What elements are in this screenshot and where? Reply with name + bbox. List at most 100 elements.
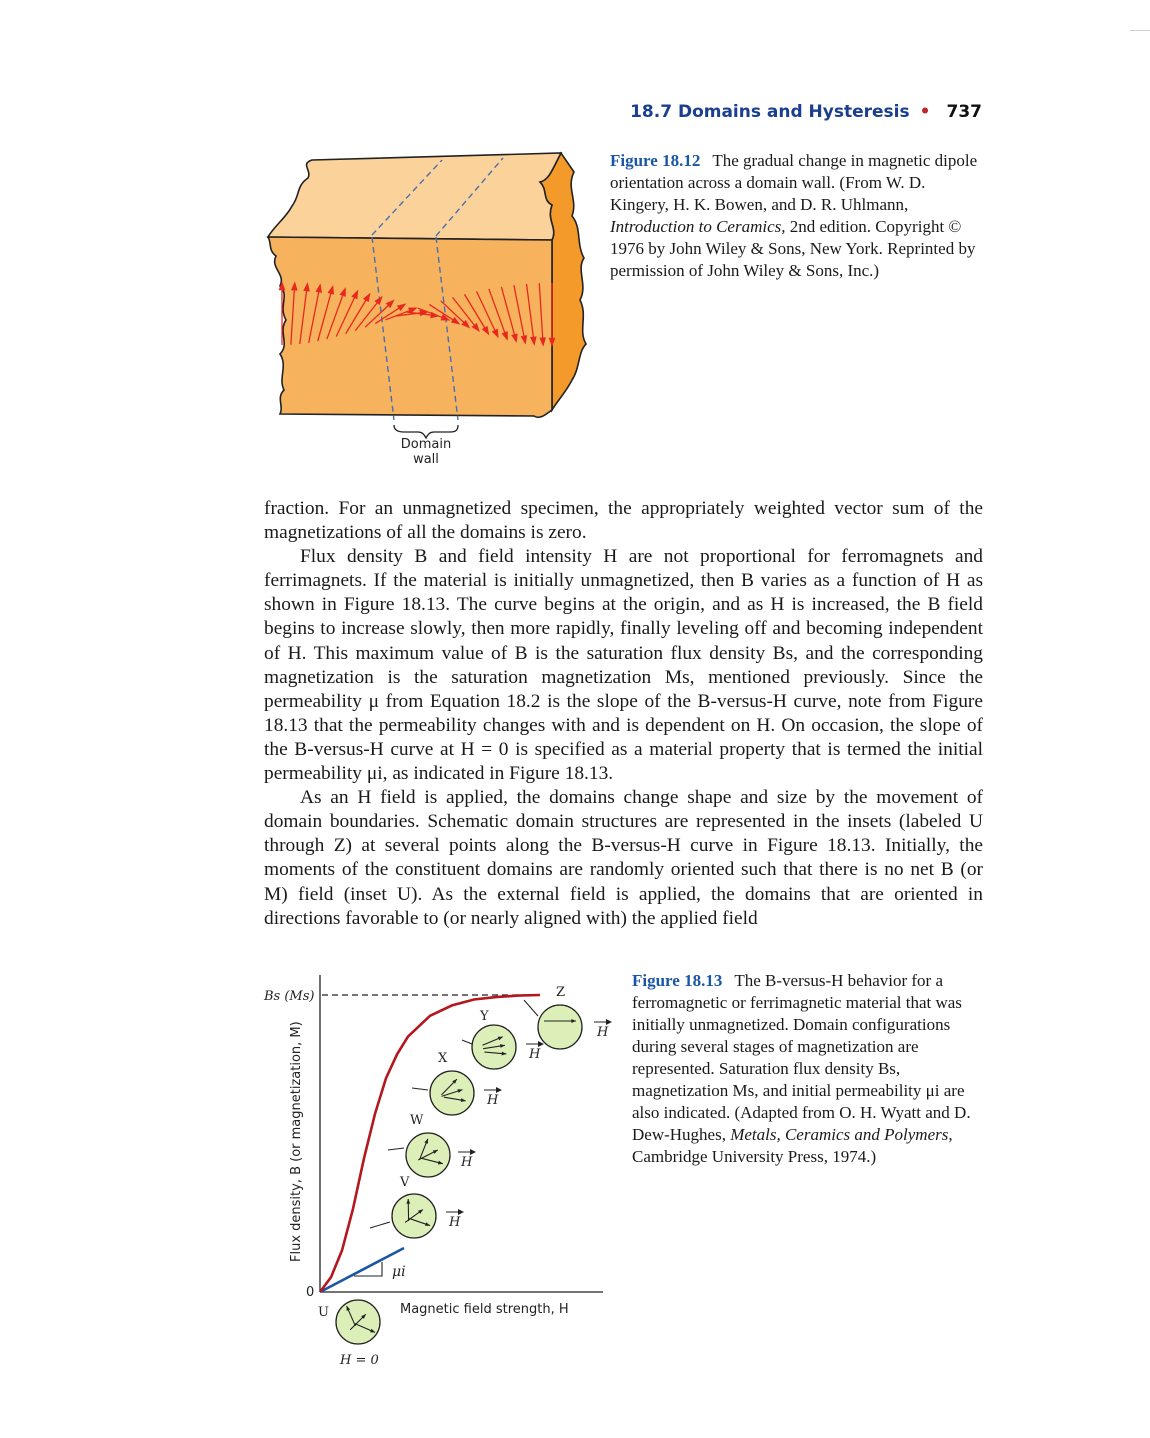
inset-domain-arrowhead (418, 1209, 423, 1214)
inset-domain-arrowhead (361, 1314, 366, 1319)
dipole-arrowhead (362, 292, 371, 303)
domain-wall-label-1: Domain (401, 437, 451, 452)
inset-domain-arrowhead (346, 1305, 351, 1311)
dipole-arrow (308, 285, 321, 343)
dipole-arrow (335, 291, 358, 337)
inset-leader-line (411, 1087, 429, 1091)
dipole-arrow (317, 286, 334, 342)
dipole-arrow (463, 293, 489, 335)
h-field-label: H (448, 1215, 461, 1230)
inset-domain-arrowhead (425, 1222, 431, 1226)
block-top-face (266, 152, 563, 241)
dipole-arrow (326, 288, 346, 340)
running-head: 18.7 Domains and Hysteresis • 737 (600, 102, 982, 122)
dipole-arrowhead (396, 303, 407, 312)
dipole-arrow (525, 283, 535, 345)
domain-wall-label-2: wall (413, 452, 439, 467)
dipole-arrow (476, 291, 499, 337)
page-number: 737 (946, 102, 983, 122)
figure-18-12-label: Figure 18.12 (610, 151, 701, 170)
paragraph-3: As an H field is applied, the domains ch… (264, 787, 983, 929)
dipole-arrow (538, 283, 544, 345)
inset-domain-arrowhead (370, 1328, 376, 1333)
domain-wall-figure: Domain wall (266, 151, 587, 467)
saturation-label: Bs (Ms) (263, 989, 314, 1004)
h-field-arrowhead (458, 1209, 464, 1215)
dipole-arrowhead (548, 337, 556, 347)
h-field-arrowhead (606, 1019, 612, 1025)
domain-insets: U V H W H X H Y H Z H (318, 985, 612, 1345)
caption-book-title: Introduction to Ceramics, (610, 217, 786, 236)
dipole-arrowhead (520, 335, 528, 345)
h-field-arrowhead (496, 1087, 502, 1093)
dipole-arrowhead (351, 289, 359, 300)
mu-i-label: μi (392, 1264, 406, 1280)
h-field-label: H (486, 1093, 499, 1108)
origin-label: 0 (306, 1285, 314, 1300)
dipole-arrow (290, 283, 296, 345)
y-axis-label: Flux density, B (or magnetization, M) (289, 1021, 304, 1262)
dipole-arrowhead (501, 331, 508, 341)
inset-label-x: X (438, 1051, 448, 1066)
dipole-arrowhead (450, 316, 461, 325)
dipole-arrowhead (408, 307, 418, 314)
inset-domain-arrowhead (497, 1036, 503, 1041)
dipole-arrowhead (530, 336, 537, 346)
figure-18-13-label: Figure 18.13 (632, 971, 723, 990)
figure-18-13-caption: Figure 18.13 The B-versus-H behavior for … (632, 970, 984, 1168)
dipole-arrow (345, 293, 371, 335)
dipole-arrowhead (374, 295, 383, 306)
h-field-arrowhead (538, 1041, 544, 1047)
inset-domain-arrowhead (437, 1160, 443, 1165)
dipole-arrow (488, 288, 508, 340)
inset-label-y: Y (479, 1009, 489, 1024)
initial-permeability-line (319, 1246, 405, 1294)
inset-label-v: V (399, 1175, 410, 1190)
h-field-label: H (596, 1025, 609, 1040)
caption-text-2: Cambridge University Press, 1974.) (632, 1147, 877, 1166)
page-corner-rule (1130, 30, 1150, 31)
dipole-arrowhead (481, 325, 490, 336)
dipole-arrowhead (290, 281, 298, 291)
inset-label-w: W (410, 1113, 424, 1128)
inset-leader-line (369, 1221, 391, 1229)
caption-text-1: The B-versus-H behavior for a ferromagne… (632, 971, 971, 1144)
h-field-arrowhead (470, 1149, 476, 1155)
dipole-arrowhead (339, 287, 346, 297)
dipole-arrowhead (471, 322, 480, 333)
h-zero-label: H = 0 (339, 1353, 379, 1368)
bh-curve-line (318, 993, 541, 1293)
dipole-arrows (278, 281, 556, 347)
inset-domain-arrowhead (571, 1019, 576, 1023)
h-field-label: H (460, 1155, 473, 1170)
dipole-arrowhead (511, 333, 518, 343)
inset-domain-arrowhead (460, 1098, 466, 1102)
body-text: fraction. For an unmagnetized specimen, … (264, 497, 983, 931)
caption-text-1: The gradual change in magnetic dipole or… (610, 151, 978, 214)
domain-wall-lines (371, 157, 504, 421)
dipole-arrowhead (303, 282, 310, 292)
caption-book-title: Metals, Ceramics and Polymers, (730, 1125, 953, 1144)
inset-domain-arrowhead (424, 1138, 428, 1144)
domain-inset-z (537, 1004, 583, 1050)
section-title: 18.7 Domains and Hysteresis (630, 102, 910, 122)
inset-domain-arrowhead (452, 1079, 457, 1084)
dipole-arrowhead (385, 299, 395, 309)
dipole-arrowhead (315, 283, 322, 293)
inset-domain-arrowhead (432, 1150, 438, 1154)
dipole-arrow (299, 283, 309, 345)
inset-leader-line (387, 1147, 405, 1151)
caption-text-2: 2nd edition. Copyright © 1976 by John Wi… (610, 217, 976, 280)
dipole-arrowhead (278, 281, 286, 291)
inset-domain-arrowhead (457, 1089, 463, 1093)
dipole-arrowhead (461, 319, 471, 329)
inset-label-u: U (318, 1305, 329, 1320)
inset-label-z: Z (556, 985, 565, 1000)
separator-bullet: • (919, 102, 931, 122)
dipole-arrowhead (539, 337, 547, 347)
paragraph-1: fraction. For an unmagnetized specimen, … (264, 498, 983, 544)
inset-domain-arrowhead (406, 1199, 411, 1204)
dipole-arrow (500, 286, 517, 342)
domain-wall-bracket (393, 424, 459, 440)
h-field-label: H (528, 1047, 541, 1062)
